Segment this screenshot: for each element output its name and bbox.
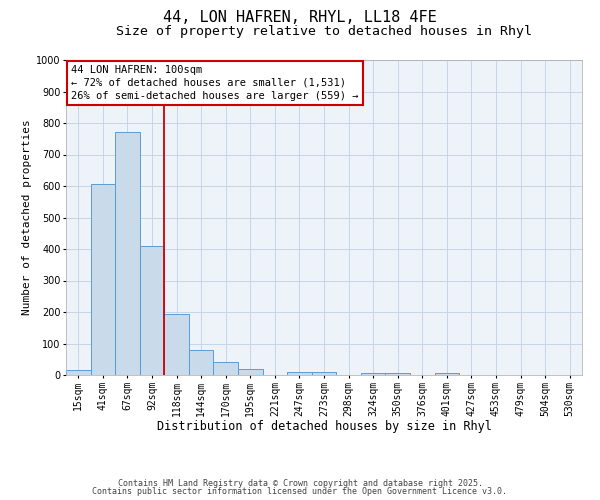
Bar (91, 184, 115, 375)
Bar (434, 374, 459, 375)
Text: Contains public sector information licensed under the Open Government Licence v3: Contains public sector information licen… (92, 487, 508, 496)
Bar (361, 374, 385, 375)
X-axis label: Distribution of detached houses by size in Rhyl: Distribution of detached houses by size … (157, 420, 491, 433)
Y-axis label: Number of detached properties: Number of detached properties (22, 120, 32, 316)
Bar (115, 132, 140, 375)
Bar (164, 314, 189, 375)
Text: 44 LON HAFREN: 100sqm
← 72% of detached houses are smaller (1,531)
26% of semi-d: 44 LON HAFREN: 100sqm ← 72% of detached … (71, 64, 359, 101)
Bar (66, 370, 91, 375)
Bar (140, 246, 164, 375)
Bar (238, 370, 263, 375)
Bar (312, 372, 336, 375)
Text: 44, LON HAFREN, RHYL, LL18 4FE: 44, LON HAFREN, RHYL, LL18 4FE (163, 10, 437, 25)
Bar (385, 374, 410, 375)
Bar (214, 362, 238, 375)
Title: Size of property relative to detached houses in Rhyl: Size of property relative to detached ho… (116, 25, 532, 38)
Text: Contains HM Land Registry data © Crown copyright and database right 2025.: Contains HM Land Registry data © Crown c… (118, 478, 482, 488)
Bar (287, 372, 312, 375)
Bar (189, 350, 214, 375)
